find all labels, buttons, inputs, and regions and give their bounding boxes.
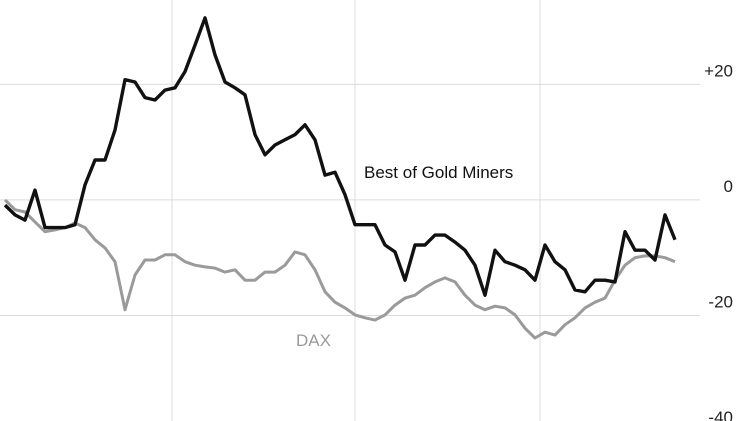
series-label: DAX [296,331,331,350]
y-tick-label: +20 [704,61,733,80]
plot-area [3,16,677,340]
series-label: Best of Gold Miners [364,163,513,182]
grid: +20 0 -20 -40 [0,0,733,421]
series-line [3,198,676,340]
y-tick-label: 0 [724,177,733,196]
y-tick-label: -20 [708,292,733,311]
series-line [3,16,677,297]
y-tick-label: -40 [708,408,733,421]
